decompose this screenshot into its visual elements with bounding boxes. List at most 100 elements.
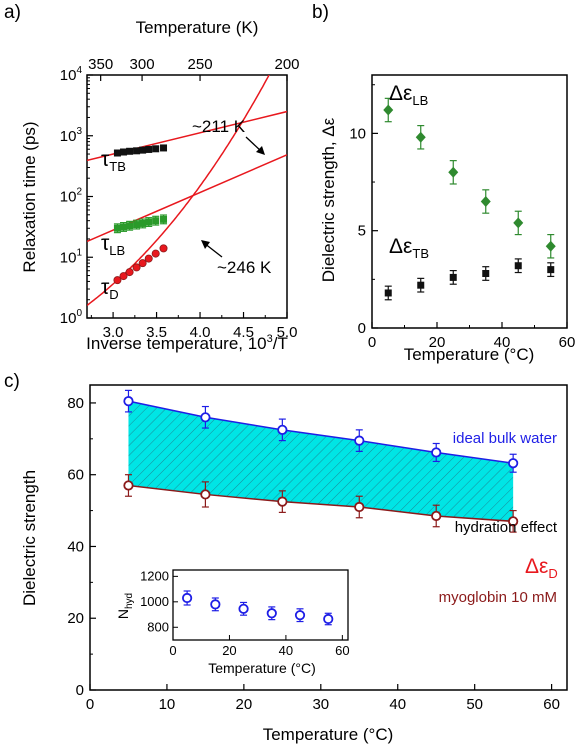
inset-y-axis-label: Nhyd: [115, 593, 135, 619]
x-tick-label: 20: [236, 696, 253, 713]
tau-tb-point: [133, 147, 141, 155]
panel-c-inset: 0 20 40 60 800 1000 1200 Temperature (°C) Nhyd: [115, 568, 350, 676]
panel-c-frame: [89, 384, 568, 691]
nhyd-point: [210, 599, 221, 610]
tau-d-point: [138, 259, 147, 268]
y-tick-label: 5: [358, 223, 366, 240]
delta-eps-d-line: [128, 484, 514, 523]
bulk-water-line: [128, 400, 514, 464]
x-tick-label: 60: [543, 696, 560, 713]
tau-d-series: [113, 244, 168, 285]
tau-tb-series: [113, 144, 168, 157]
delta-eps-lb-series: [383, 97, 556, 259]
tau-lb-point: [113, 224, 121, 232]
y-tick-label: 60: [67, 467, 84, 484]
tau-d-point: [159, 244, 168, 253]
inset-y-tick-label: 1200: [140, 568, 169, 583]
nhyd-point: [238, 603, 249, 614]
y-tick-label: 0: [358, 320, 366, 337]
panel-a-label: a): [4, 2, 21, 23]
y-tick-label: 10: [349, 125, 366, 142]
y-tick-label: 0: [76, 682, 84, 699]
delta-eps-tb-point: [482, 270, 490, 278]
nhyd-series: [182, 590, 334, 626]
label-delta-eps-d: ΔεD: [525, 555, 558, 581]
delta-eps-lb-point: [415, 131, 426, 143]
delta-eps-tb-point: [417, 281, 425, 289]
panel-b-frame: [371, 74, 568, 329]
inset-frame: [172, 569, 349, 641]
tau-lb-point: [120, 223, 128, 231]
label-delta-eps-tb: ΔεTB: [389, 235, 429, 261]
annotation-246K: ~246 K: [217, 258, 272, 277]
x-axis-label: Temperature (°C): [404, 345, 535, 364]
delta-eps-tb-point: [384, 289, 392, 297]
delta-eps-d-series: [123, 474, 519, 533]
y-tick-label: 20: [67, 610, 84, 627]
x-top-tick-label: 200: [274, 56, 299, 73]
delta-eps-tb-series: [384, 258, 555, 301]
x-tick-label: 60: [559, 334, 575, 351]
annotation-211K: ~211 K: [192, 117, 246, 136]
label-tau-d: τD: [101, 276, 119, 302]
panel-b: b) 0 20 40 60 0 5 10 Temperature (°C) Dielectric …: [312, 2, 575, 364]
panel-b-label: b): [312, 2, 329, 23]
x-axis-label: Inverse temperature, 103/T: [86, 333, 288, 353]
tau-d-point: [144, 254, 153, 263]
delta-eps-tb-point: [514, 262, 522, 270]
inset-y-tick-label: 800: [147, 619, 169, 634]
tau-lb-point: [152, 217, 160, 225]
y-tick-label: 102: [60, 187, 83, 206]
label-tau-lb: τLB: [101, 232, 125, 258]
inset-x-tick-label: 60: [335, 643, 349, 658]
tau-d-point: [113, 276, 122, 285]
inset-x-tick-label: 0: [169, 643, 176, 658]
tau-tb-point: [126, 147, 134, 155]
label-delta-eps-lb: ΔεLB: [389, 82, 428, 108]
tau-d-point: [132, 263, 141, 272]
nhyd-point: [182, 592, 193, 604]
y-axis-label: Relaxation time (ps): [20, 121, 39, 272]
inset-y-tick-label: 1000: [140, 594, 169, 609]
tau-lb-point: [160, 215, 168, 223]
panel-c-label: c): [4, 371, 20, 392]
x-tick-label: 30: [312, 696, 329, 713]
nhyd-point: [323, 613, 334, 625]
arrow-211K-head: [256, 146, 265, 155]
delta-eps-lb-point: [545, 240, 556, 252]
tau-tb-point: [139, 146, 147, 154]
x-top-axis-label: Temperature (K): [136, 18, 259, 37]
y-tick-label: 100: [60, 308, 83, 327]
y-axis-label: Dielectric strength, Δε: [319, 117, 338, 282]
tau-d-point: [119, 272, 128, 281]
panel-c: c) 0 10 20 30 40 50 60 0 20 40 60 80 Temperature (°C)…: [4, 371, 568, 744]
y-axis-label: Dielectric strength: [20, 470, 39, 606]
delta-eps-tb-point: [547, 266, 555, 274]
bulk-water-point: [200, 412, 211, 423]
x-tick-label: 0: [368, 334, 376, 351]
delta-eps-d-point: [123, 480, 134, 491]
x-tick-label: 4.0: [190, 324, 211, 341]
inset-x-tick-label: 40: [279, 643, 293, 658]
tau-tb-point: [152, 145, 160, 153]
bulk-water-point: [277, 424, 288, 435]
x-tick-label: 50: [466, 696, 483, 713]
x-axis-label: Temperature (°C): [263, 725, 394, 744]
delta-eps-d-point: [431, 510, 442, 522]
delta-eps-d-point: [508, 516, 519, 527]
delta-eps-lb-point: [448, 166, 459, 178]
tau-d-point: [151, 249, 160, 258]
arrow-246K-head: [201, 240, 210, 249]
tau-tb-point: [145, 145, 153, 153]
delta-eps-lb-point: [513, 217, 524, 229]
delta-eps-tb-point: [449, 273, 457, 281]
tau-lb-point: [126, 222, 134, 230]
y-tick-label: 40: [67, 538, 84, 555]
y-tick-label: 103: [60, 126, 83, 145]
annotation-hydration-effect: hydration effect: [455, 519, 558, 536]
bulk-water-point: [123, 396, 134, 407]
panel-a: a) 3.0 3.5 4.0 4.5 5.0 350 300 250 200 100 101 102 10…: [4, 2, 300, 353]
delta-eps-lb-point: [383, 104, 394, 116]
bulk-water-point: [354, 435, 365, 446]
x-tick-label: 40: [494, 334, 511, 351]
